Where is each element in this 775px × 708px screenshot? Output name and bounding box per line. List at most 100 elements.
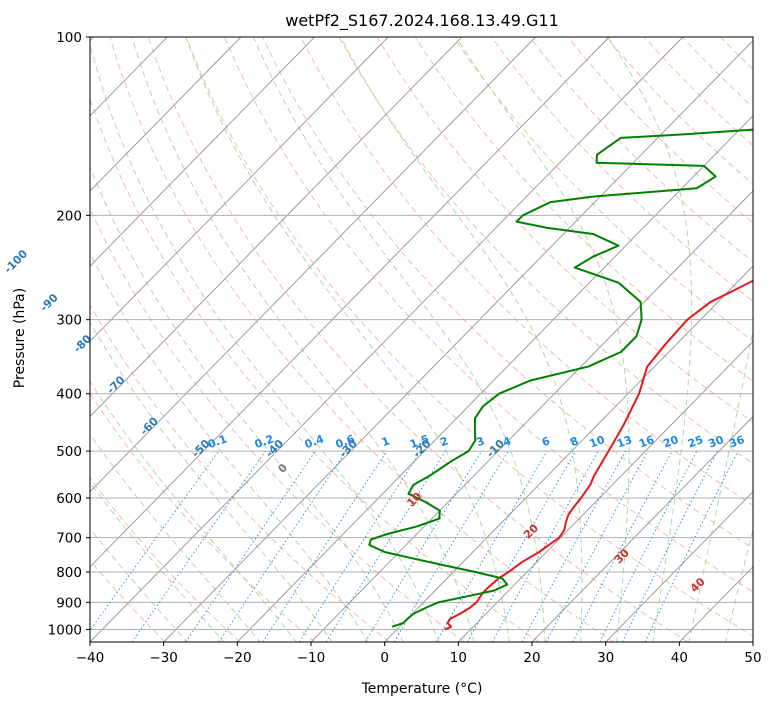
mixing-ratio-line xyxy=(185,450,316,642)
y-tick-label: 1000 xyxy=(48,622,82,638)
moist-adiabat xyxy=(253,37,546,642)
moist-adiabat xyxy=(725,528,753,642)
moist-adiabat xyxy=(455,37,630,642)
moist-adiabat xyxy=(90,321,333,642)
mixing-ratio-line xyxy=(467,450,577,642)
dry-adiabat xyxy=(300,37,753,507)
dry-adiabat xyxy=(147,37,689,642)
y-tick-label: 800 xyxy=(56,565,82,581)
mixing-ratio-line xyxy=(491,450,599,642)
isotherm xyxy=(236,115,753,642)
dry-adiabat xyxy=(759,37,775,642)
y-tick-label: 700 xyxy=(56,531,82,547)
isotherm xyxy=(163,39,753,642)
isotherm xyxy=(678,566,753,642)
moist-adiabat xyxy=(185,37,510,642)
moist-adiabat xyxy=(90,165,404,642)
mixing-ratio-label: 2 xyxy=(438,434,450,449)
mixing-ratio-label: 3 xyxy=(475,434,487,449)
mixing-ratio-label: 30 xyxy=(707,433,726,451)
dry-adiabat xyxy=(262,37,753,549)
isotherm-label: -100 xyxy=(2,247,31,276)
isotherm xyxy=(90,37,536,493)
dry-adiabat xyxy=(90,477,241,642)
mixing-ratio-label: 25 xyxy=(686,433,705,450)
moist-adiabat xyxy=(131,37,475,642)
mixing-ratio-line xyxy=(364,450,483,642)
dry-adiabat xyxy=(682,37,753,109)
y-tick-label: 200 xyxy=(56,208,82,224)
x-axis: −40 −30 −20 −10 0 10 20 30 40 50 xyxy=(76,642,762,666)
mixing-ratio-line xyxy=(393,450,509,642)
mixing-ratio-line xyxy=(545,450,649,642)
isotherm-label: -90 xyxy=(38,291,61,314)
isotherm xyxy=(90,37,684,642)
dry-adiabat xyxy=(643,37,753,147)
mixing-ratio-line xyxy=(131,450,266,642)
mixing-ratio-line xyxy=(521,450,627,642)
isotherm xyxy=(90,37,242,192)
plot-frame xyxy=(89,36,754,643)
line-annotations: 0.1 0.2 0.4 0.6 1 1.5 2 3 4 6 8 10 13 16 20 25 30 36-100-… xyxy=(2,247,747,595)
x-tick-label: 0 xyxy=(380,650,389,666)
moist-adiabat xyxy=(90,380,297,642)
dry-adiabat xyxy=(90,303,390,642)
dry-adiabat xyxy=(453,37,753,342)
y-tick-label: 400 xyxy=(56,387,82,403)
mixing-ratio-label: 1.5 xyxy=(408,432,431,451)
mixing-ratio-label: 0.6 xyxy=(334,432,357,451)
mixing-ratio-line xyxy=(262,450,388,642)
mixing-ratio-label: 0.4 xyxy=(303,432,326,451)
mixing-ratio-line xyxy=(435,450,548,642)
mixing-ratio-label: 20 xyxy=(661,433,680,451)
x-tick-label: −30 xyxy=(149,650,178,666)
moist-adiabat-label: 0 xyxy=(276,461,291,476)
data-series xyxy=(368,128,753,631)
isotherm xyxy=(531,415,753,642)
mixing-ratio-line xyxy=(599,450,698,642)
y-axis: 100 200 300 400 500 600 700 800 900 1000 xyxy=(48,30,90,638)
moist-adiabat xyxy=(607,37,693,642)
dewpoint-profile xyxy=(368,128,753,628)
mixing-ratio-line xyxy=(298,450,422,642)
x-tick-label: 10 xyxy=(450,650,467,666)
isotherm xyxy=(310,190,753,642)
dry-adiabat xyxy=(414,37,753,382)
x-tick-label: 20 xyxy=(523,650,540,666)
chart-title: wetPf2_S167.2024.168.13.49.G11 xyxy=(285,11,559,31)
isotherm-label: -70 xyxy=(104,373,127,396)
dry-adiabat xyxy=(224,37,753,593)
isotherm xyxy=(90,37,315,267)
moist-adiabat xyxy=(90,251,369,642)
mixing-ratio-label: 16 xyxy=(637,433,656,451)
moist-adiabat xyxy=(90,42,440,642)
dry-adiabat xyxy=(376,37,753,423)
y-axis-title: Pressure (hPa) xyxy=(12,288,28,388)
mixing-ratio-label: 0.1 xyxy=(206,432,229,451)
isotherm xyxy=(457,340,753,642)
moist-adiabat-label: 30 xyxy=(612,546,632,566)
moist-adiabat-label: 40 xyxy=(688,575,708,595)
dry-adiabat xyxy=(90,97,540,642)
isotherm xyxy=(90,37,389,343)
moist-adiabat-label: 10 xyxy=(404,490,424,510)
mixing-ratio-label: 10 xyxy=(588,433,607,451)
mixing-ratio-label: 8 xyxy=(569,434,581,449)
mixing-ratio-line xyxy=(218,450,347,642)
x-axis-title: Temperature (°C) xyxy=(361,681,483,697)
y-tick-label: 100 xyxy=(56,30,82,46)
mixing-ratio-label: 13 xyxy=(615,433,634,450)
mixing-ratio-line xyxy=(90,450,220,632)
mixing-ratio-line xyxy=(621,450,718,642)
moist-adiabat xyxy=(90,433,261,642)
dry-adiabat xyxy=(491,37,753,302)
dry-adiabat xyxy=(338,37,753,465)
mixing-ratio-label: 36 xyxy=(727,433,746,451)
moist-adiabat xyxy=(762,37,775,643)
x-tick-label: 30 xyxy=(597,650,614,666)
isotherm xyxy=(752,641,753,642)
x-tick-label: 40 xyxy=(671,650,688,666)
isotherm xyxy=(90,37,610,568)
dry-adiabat xyxy=(567,37,753,224)
